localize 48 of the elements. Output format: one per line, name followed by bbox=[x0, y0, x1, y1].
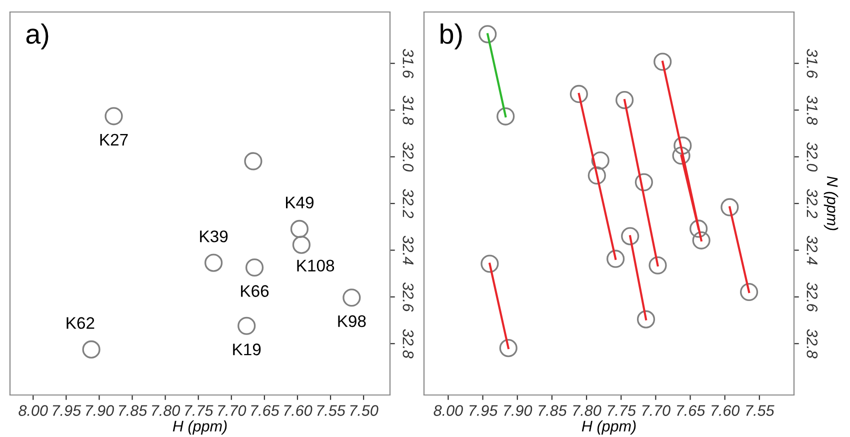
x-tick-label: 7.55 bbox=[746, 405, 774, 416]
y-tick-label: 32.8 bbox=[806, 329, 818, 358]
y-tick-label: 32.6 bbox=[402, 282, 414, 312]
annotation: K66 bbox=[241, 285, 269, 297]
y-tick-label: 32.2 bbox=[806, 188, 818, 218]
x-tick-label: 7.85 bbox=[538, 405, 567, 416]
y-tick-label: 32.2 bbox=[402, 188, 414, 218]
x-tick-label: 7.80 bbox=[152, 405, 180, 416]
x-tick-label: 7.95 bbox=[470, 405, 498, 416]
y-tick-label: 32.0 bbox=[402, 142, 414, 172]
x-tick-label: 7.75 bbox=[608, 405, 636, 416]
x-axis-title: H (ppm) bbox=[172, 420, 227, 435]
x-tick-label: 7.60 bbox=[712, 405, 740, 416]
x-tick-label: 7.65 bbox=[676, 405, 706, 416]
x-tick-label: 7.50 bbox=[350, 405, 378, 416]
y-tick-label: 31.8 bbox=[806, 96, 818, 125]
x-tick-label: 7.70 bbox=[218, 405, 246, 416]
x-tick-label: 7.90 bbox=[504, 405, 532, 416]
annotation: K19 bbox=[233, 344, 261, 356]
x-tick-label: 7.55 bbox=[317, 405, 346, 416]
annotation: K62 bbox=[66, 317, 94, 329]
x-tick-label: 7.75 bbox=[185, 405, 214, 416]
x-tick-label: 7.60 bbox=[284, 405, 312, 416]
x-tick-label: 7.80 bbox=[573, 405, 602, 416]
x-tick-label: 7.95 bbox=[52, 405, 82, 416]
x-axis-title: H (ppm) bbox=[582, 420, 636, 435]
chart-title: a) bbox=[26, 23, 48, 50]
x-tick-label: 7.70 bbox=[642, 405, 670, 416]
annotation: K98 bbox=[338, 315, 366, 328]
chart-title: b) bbox=[440, 23, 462, 50]
y-tick-label: 31.6 bbox=[806, 48, 818, 78]
y-tick-label: 32.4 bbox=[402, 236, 414, 264]
y-tick-label: 31.6 bbox=[402, 48, 414, 78]
x-tick-label: 8.00 bbox=[18, 405, 48, 416]
x-tick-label: 7.85 bbox=[118, 405, 148, 416]
y-tick-label: 32.6 bbox=[806, 282, 818, 312]
x-tick-label: 8.00 bbox=[434, 405, 463, 416]
y-tick-label: 32.0 bbox=[806, 142, 818, 172]
y-tick-label: 32.4 bbox=[806, 236, 818, 264]
y-axis-title: N (ppm) bbox=[824, 176, 838, 230]
x-tick-label: 7.65 bbox=[251, 405, 280, 416]
annotation: K49 bbox=[286, 196, 314, 208]
y-tick-label: 32.8 bbox=[402, 329, 414, 358]
y-tick-label: 31.8 bbox=[402, 96, 414, 125]
annotation: K27 bbox=[100, 134, 128, 146]
annotation: K108 bbox=[297, 260, 334, 272]
annotation: K39 bbox=[200, 230, 228, 242]
x-tick-label: 7.90 bbox=[86, 405, 114, 416]
